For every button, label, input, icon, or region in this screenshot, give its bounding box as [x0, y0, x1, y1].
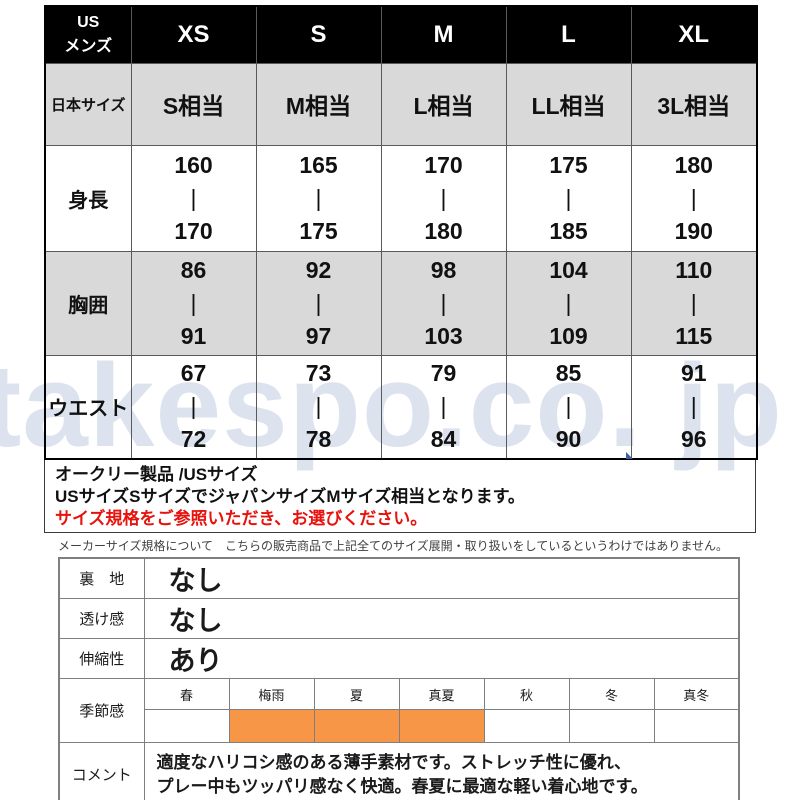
season-name-autumn: 秋 — [483, 678, 570, 710]
us-size-header: M — [380, 5, 507, 64]
comment-label: コメント — [58, 742, 145, 800]
sheerness-row: 透け感 なし — [58, 598, 740, 639]
season-highlight-midwinter — [653, 709, 740, 743]
size-note-line2: USサイズSサイズでジャパンサイズMサイズ相当となります。 — [55, 487, 525, 506]
season-highlight-row — [59, 709, 740, 743]
season-name-summer: 夏 — [313, 678, 400, 710]
size-note-warning: サイズ規格をご参照いただき、お選びください。 — [55, 509, 428, 528]
season-highlight-spring — [143, 709, 230, 743]
season-highlight-rainy — [228, 709, 315, 743]
comment-cell: 適度なハリコシ感のある薄手素材です。ストレッチ性に優れ、 プレー中もツッパリ感な… — [143, 742, 740, 800]
comment-line2: プレー中もツッパリ感なく快適。春夏に最適な軽い着心地です。 — [156, 776, 648, 796]
cell-note-marker — [626, 452, 633, 459]
maker-size-caption: メーカーサイズ規格について こちらの販売商品で上記全てのサイズ展開・取り扱いをし… — [58, 539, 728, 553]
us-size-header: XL — [630, 5, 758, 64]
stretch-row: 伸縮性 あり — [58, 638, 740, 679]
season-name-rainy: 梅雨 — [228, 678, 315, 710]
us-size-header: XS — [130, 5, 257, 64]
waist-range-cell: 79 | 84 — [380, 354, 507, 460]
corner-header-cell: US メンズ — [44, 5, 132, 64]
comment-line1: 適度なハリコシ感のある薄手素材です。ストレッチ性に優れ、 — [156, 752, 631, 772]
waist-range-cell: 85 | 90 — [505, 354, 632, 460]
jp-size-cell: LL相当 — [505, 62, 632, 146]
height-range-cell: 165 | 175 — [255, 144, 382, 252]
chest-range-cell: 110 | 115 — [630, 250, 758, 356]
height-range-cell: 175 | 185 — [505, 144, 632, 252]
comment-row: コメント 適度なハリコシ感のある薄手素材です。ストレッチ性に優れ、 プレー中もツ… — [58, 742, 740, 800]
height-range-cell: 170 | 180 — [380, 144, 507, 252]
height-row-label: 身長 — [44, 144, 132, 252]
height-range-cell: 160 | 170 — [130, 144, 257, 252]
chest-row: 胸囲 86 | 91 92 | 97 98 | 103 104 | 109 — [44, 250, 758, 356]
jp-size-row: 日本サイズ S相当 M相当 L相当 LL相当 3L相当 — [44, 62, 758, 146]
chest-range-cell: 86 | 91 — [130, 250, 257, 356]
jp-size-row-label: 日本サイズ — [44, 62, 132, 146]
waist-range-cell: 91 | 96 — [630, 354, 758, 460]
season-name-spring: 春 — [143, 678, 230, 710]
chest-row-label: 胸囲 — [44, 250, 132, 356]
sheerness-label: 透け感 — [58, 598, 145, 639]
height-row: 身長 160 | 170 165 | 175 170 | 180 175 | 1… — [44, 144, 758, 252]
season-highlight-summer — [313, 709, 400, 743]
season-highlight-winter — [568, 709, 655, 743]
season-highlight-autumn — [483, 709, 570, 743]
jp-size-cell: 3L相当 — [630, 62, 758, 146]
us-size-header: S — [255, 5, 382, 64]
corner-line2: メンズ — [64, 37, 113, 55]
season-name-row: 季節感 春 梅雨 夏 真夏 秋 冬 真冬 — [58, 678, 740, 743]
jp-size-cell: M相当 — [255, 62, 382, 146]
season-name-midwinter: 真冬 — [653, 678, 740, 710]
waist-range-cell: 67 | 72 — [130, 354, 257, 460]
stretch-label: 伸縮性 — [58, 638, 145, 679]
waist-row-label: ウエスト — [44, 354, 132, 460]
spec-table: 裏 地 なし 透け感 なし 伸縮性 あり 季節感 春 梅雨 夏 真夏 秋 冬 真… — [58, 557, 740, 800]
waist-row: ウエスト 67 | 72 73 | 78 79 | 84 85 | 90 — [44, 354, 758, 460]
height-range-cell: 180 | 190 — [630, 144, 758, 252]
size-notes-box: オークリー製品 /USサイズ USサイズSサイズでジャパンサイズMサイズ相当とな… — [44, 460, 756, 533]
season-label: 季節感 — [58, 678, 145, 743]
lining-label: 裏 地 — [58, 557, 145, 599]
chest-range-cell: 104 | 109 — [505, 250, 632, 356]
corner-line1: US — [77, 13, 100, 31]
waist-range-cell: 73 | 78 — [255, 354, 382, 460]
size-note-line1: オークリー製品 /USサイズ — [55, 465, 258, 484]
lining-row: 裏 地 なし — [58, 557, 740, 599]
season-name-winter: 冬 — [568, 678, 655, 710]
jp-size-cell: L相当 — [380, 62, 507, 146]
lining-value: なし — [143, 557, 740, 599]
season-name-midsummer: 真夏 — [398, 678, 485, 710]
stretch-value: あり — [143, 638, 740, 679]
us-size-header: L — [505, 5, 632, 64]
size-table: US メンズ XS S M L XL 日本サイズ S相当 M相当 L相当 LL相… — [44, 5, 758, 460]
chest-range-cell: 92 | 97 — [255, 250, 382, 356]
jp-size-cell: S相当 — [130, 62, 257, 146]
chest-range-cell: 98 | 103 — [380, 250, 507, 356]
sheerness-value: なし — [143, 598, 740, 639]
season-highlight-midsummer — [398, 709, 485, 743]
us-size-header-row: US メンズ XS S M L XL — [44, 5, 758, 64]
